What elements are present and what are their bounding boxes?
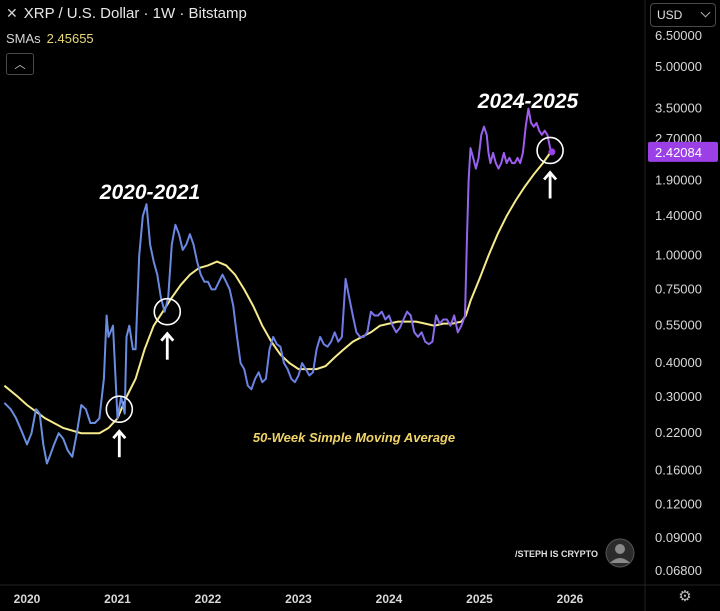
x-tick-label: 2020	[14, 592, 41, 606]
x-tick-label: 2024	[376, 592, 403, 606]
currency-select[interactable]: USD	[650, 3, 716, 27]
y-tick-label: 6.50000	[655, 28, 702, 43]
annotation-2020-2021: 2020-2021	[99, 181, 200, 204]
up-arrow-head-icon	[160, 331, 175, 342]
price-series-line	[3, 107, 553, 465]
y-tick-label: 0.09000	[655, 530, 702, 545]
crossover-circle-marker	[536, 136, 564, 165]
up-arrow-head-icon	[543, 170, 558, 181]
up-arrow-head-icon	[112, 429, 127, 440]
y-tick-label: 0.22000	[655, 425, 702, 440]
y-tick-label: 0.16000	[655, 463, 702, 478]
y-tick-label: 1.00000	[655, 248, 702, 263]
y-tick-label: 0.75000	[655, 281, 702, 296]
chevron-down-icon	[700, 7, 711, 18]
x-tick-label: 2021	[104, 592, 131, 606]
y-tick-label: 3.50000	[655, 101, 702, 116]
y-tick-label: 0.30000	[655, 389, 702, 404]
crossover-circle-marker	[153, 297, 182, 326]
crossover-circle-marker	[105, 395, 134, 424]
collapse-legend-button[interactable]: ︿	[6, 53, 34, 75]
x-tick-label: 2025	[466, 592, 493, 606]
chart-title: XRP / U.S. Dollar · 1W · Bitstamp	[23, 5, 247, 22]
sma-legend: SMAs 2.45655	[6, 31, 94, 46]
chart-title-bar: ✕ XRP / U.S. Dollar · 1W · Bitstamp	[6, 5, 247, 22]
annotation-sma-label: 50-Week Simple Moving Average	[253, 430, 455, 445]
y-tick-label: 0.55000	[655, 318, 702, 333]
avatar-body-icon	[610, 558, 630, 563]
y-tick-label: 0.06800	[655, 563, 702, 578]
x-tick-label: 2026	[557, 592, 584, 606]
chevron-up-icon: ︿	[14, 59, 26, 71]
y-tick-label: 0.40000	[655, 355, 702, 370]
last-price-tag	[648, 141, 718, 162]
annotation-2024-2025: 2024-2025	[477, 90, 579, 113]
avatar-head-icon	[615, 544, 625, 554]
last-price-dot	[548, 148, 556, 156]
y-tick-label: 0.12000	[655, 496, 702, 511]
y-tick-label: 1.90000	[655, 172, 702, 187]
sma-series-line	[3, 149, 553, 435]
gear-icon[interactable]: ⚙	[678, 588, 692, 605]
currency-label: USD	[657, 8, 683, 22]
last-price-label: 2.42084	[655, 145, 702, 160]
y-tick-label: 1.40000	[655, 208, 702, 223]
x-tick-label: 2022	[195, 592, 222, 606]
sma-legend-value: 2.45655	[46, 31, 94, 46]
x-tick-label: 2023	[285, 592, 312, 606]
close-icon[interactable]: ✕	[6, 5, 18, 21]
sma-legend-label: SMAs	[6, 31, 41, 46]
watermark-text: /STEPH IS CRYPTO	[515, 549, 598, 559]
y-tick-label: 5.00000	[655, 59, 702, 74]
